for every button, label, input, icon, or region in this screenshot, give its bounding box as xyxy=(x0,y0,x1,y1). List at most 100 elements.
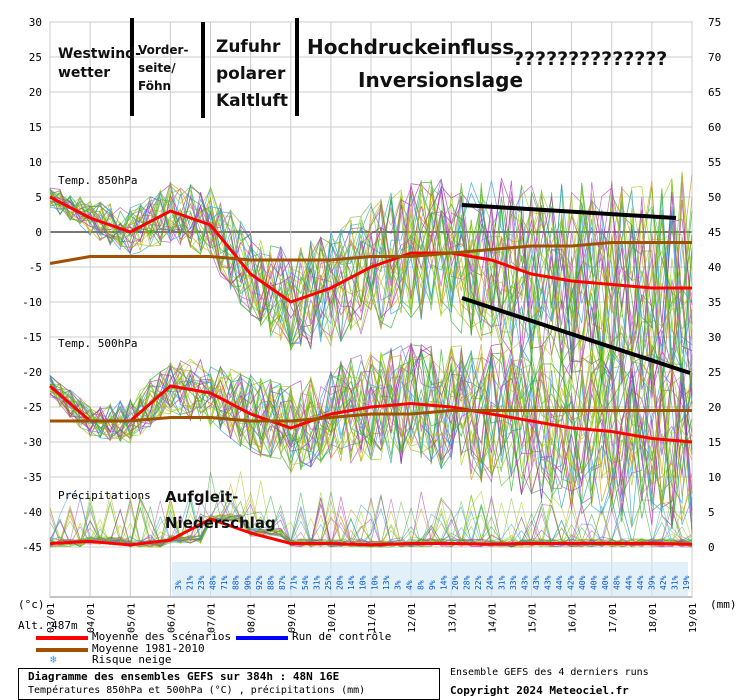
panel-label-850: Temp. 850hPa xyxy=(58,174,137,187)
x-tick-label: 09/01 xyxy=(287,603,298,633)
snow-risk-value: 3% xyxy=(393,580,402,590)
snow-risk-value: 87% xyxy=(278,575,287,590)
x-tick-label: 05/01 xyxy=(126,603,137,633)
snow-risk-value: 43% xyxy=(543,575,552,590)
y-tick-right: 15 xyxy=(708,436,721,449)
series-line xyxy=(49,384,693,444)
ensemble-member-line xyxy=(49,353,693,522)
y-tick-right: 0 xyxy=(708,541,715,554)
x-tick-label: 18/01 xyxy=(648,603,659,633)
footer-runs: Ensemble GEFS des 4 derniers runs xyxy=(450,667,649,678)
series-line xyxy=(49,195,692,304)
y-tick-left: 30 xyxy=(29,16,42,29)
snow-risk-value: 40% xyxy=(601,575,610,590)
y-tick-left: -35 xyxy=(22,471,42,484)
snow-risk-value: 71% xyxy=(220,575,229,590)
snow-risk-value: 31% xyxy=(497,575,506,590)
series-line xyxy=(49,241,692,265)
y-tick-right: 50 xyxy=(708,191,721,204)
y-tick-right: 40 xyxy=(708,261,721,274)
snow-risk-value: 28% xyxy=(463,575,472,590)
y-tick-left: 0 xyxy=(35,226,42,239)
snow-risk-value: 14% xyxy=(440,575,449,590)
snow-risk-value: 40% xyxy=(578,575,587,590)
x-tick-label: 16/01 xyxy=(568,603,579,633)
x-tick-label: 14/01 xyxy=(487,603,498,633)
annotation-text: Vorder- xyxy=(138,43,188,57)
snow-risk-value: 31% xyxy=(670,575,679,590)
snow-risk-value: 9% xyxy=(428,580,437,590)
ensemble-member-precip xyxy=(49,492,693,548)
annotation-text: Inversionslage xyxy=(358,68,523,92)
ensemble-member-line xyxy=(49,182,693,356)
snow-risk-value: 33% xyxy=(509,575,518,590)
snow-risk-value: 88% xyxy=(266,575,275,590)
y-tick-right: 5 xyxy=(708,506,715,519)
right-unit-label: (mm) xyxy=(710,598,737,611)
ensemble-member-line xyxy=(49,182,693,383)
y-tick-right: 75 xyxy=(708,16,721,29)
annotation-text: Aufgleit- xyxy=(165,488,238,506)
y-tick-left: -20 xyxy=(22,366,42,379)
y-tick-left: -15 xyxy=(22,331,42,344)
annotation-text: wetter xyxy=(58,65,110,81)
y-tick-left: -45 xyxy=(22,541,42,554)
annotation-text: Westwind- xyxy=(58,46,141,62)
legend-climate: Moyenne 1981-2010 xyxy=(92,642,205,655)
y-tick-right: 65 xyxy=(708,86,721,99)
info-box xyxy=(18,668,440,700)
ensemble-member-line xyxy=(49,345,693,504)
trend-line-lower xyxy=(461,296,691,375)
snow-risk-value: 48% xyxy=(209,575,218,590)
ensemble-member-precip xyxy=(49,490,693,548)
snow-risk-value: 25% xyxy=(324,575,333,590)
x-tick-label: 13/01 xyxy=(447,603,458,633)
snow-risk-value: 4% xyxy=(405,580,414,590)
legend-swatch-control xyxy=(236,636,288,640)
snow-risk-value: 42% xyxy=(659,575,668,590)
ensemble-member-precip xyxy=(49,494,693,548)
y-tick-left: 10 xyxy=(29,156,42,169)
snow-risk-value: 8% xyxy=(416,580,425,590)
x-tick-label: 08/01 xyxy=(247,603,258,633)
x-tick-label: 11/01 xyxy=(367,603,378,633)
x-tick-label: 15/01 xyxy=(528,603,539,633)
x-tick-label: 10/01 xyxy=(327,603,338,633)
panel-label-precip: Précipitations xyxy=(58,489,151,502)
y-tick-left: 5 xyxy=(35,191,42,204)
x-tick-label: 06/01 xyxy=(166,603,177,633)
snow-risk-value: 44% xyxy=(624,575,633,590)
ensemble-member-line xyxy=(49,181,693,370)
snow-risk-value: 20% xyxy=(451,575,460,590)
snow-risk-value: 19% xyxy=(682,575,691,590)
snow-risk-value: 31% xyxy=(313,575,322,590)
annotation-text: Kaltluft xyxy=(216,91,288,111)
snow-risk-value: 13% xyxy=(382,575,391,590)
annotation-text: ?????????????? xyxy=(513,48,667,70)
y-tick-left: -25 xyxy=(22,401,42,414)
snow-risk-value: 22% xyxy=(474,575,483,590)
snow-risk-value: 92% xyxy=(255,575,264,590)
footer-title: Diagramme des ensembles GEFS sur 384h : … xyxy=(28,670,340,683)
snow-risk-value: 43% xyxy=(532,575,541,590)
x-tick-label: 12/01 xyxy=(407,603,418,633)
series-line xyxy=(49,517,693,547)
ensemble-member-line xyxy=(49,345,693,497)
ensemble-member-line xyxy=(49,347,693,504)
ensemble-member-precip xyxy=(49,503,693,548)
snow-risk-value: 48% xyxy=(613,575,622,590)
legend-swatch-climate xyxy=(36,648,88,652)
y-tick-right: 45 xyxy=(708,226,721,239)
snow-risk-value: 21% xyxy=(186,575,195,590)
legend-snow: Risque neige xyxy=(92,653,172,666)
ensemble-member-line xyxy=(49,173,693,386)
panel-label-500: Temp. 500hPa xyxy=(58,337,137,350)
snow-risk-value: 40% xyxy=(590,575,599,590)
x-tick-label: 19/01 xyxy=(688,603,699,633)
y-tick-right: 35 xyxy=(708,296,721,309)
snow-risk-value: 43% xyxy=(520,575,529,590)
y-tick-left: -10 xyxy=(22,296,42,309)
ensemble-member-line xyxy=(49,343,693,529)
x-tick-label: 04/01 xyxy=(86,603,97,633)
